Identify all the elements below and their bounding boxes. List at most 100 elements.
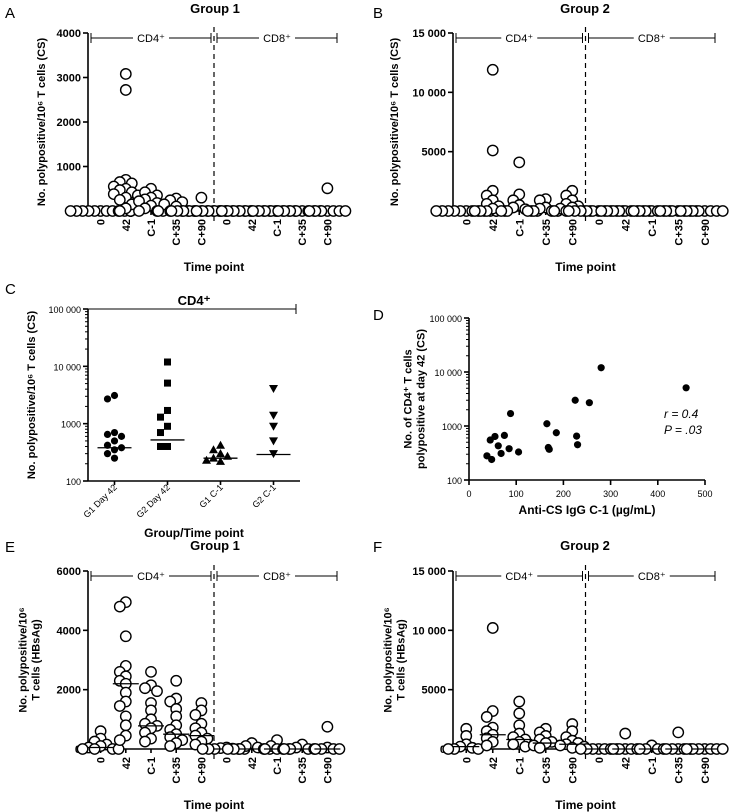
chart-title: CD4⁺ xyxy=(178,293,211,308)
data-point xyxy=(505,445,513,453)
x-tick-label-group: C+90 xyxy=(196,757,208,784)
series xyxy=(163,674,190,752)
y-axis-label-line: No. of CD4⁺ T cells xyxy=(403,349,415,448)
x-tick-label-group: 0 xyxy=(222,219,234,225)
series xyxy=(309,720,346,755)
data-point xyxy=(221,743,234,755)
data-point xyxy=(215,205,228,217)
x-tick-label: 100 xyxy=(509,489,524,499)
series xyxy=(188,697,215,751)
x-tick-label-group: 0 xyxy=(594,757,606,763)
y-axis-label: No. polypositive/10⁶ T cells (CS) xyxy=(26,311,38,480)
data-point xyxy=(110,428,119,437)
data-point xyxy=(627,205,640,217)
panel-label: E xyxy=(5,539,15,556)
data-point xyxy=(272,205,285,217)
y-axis-label-line: polypositive at day 42 (CS) xyxy=(416,329,428,469)
y-axis-label-line: No. polypositive/10⁶ T cells (CS) xyxy=(26,311,38,480)
chart-title: Group 1 xyxy=(190,1,240,16)
x-tick-label-group: G1 Day 42 xyxy=(81,482,118,519)
data-point xyxy=(113,734,126,746)
series xyxy=(303,182,352,217)
x-tick-label-group: C-1 xyxy=(272,757,284,775)
panel-label: D xyxy=(373,307,384,324)
data-point xyxy=(548,205,561,217)
data-point xyxy=(269,385,278,394)
data-point xyxy=(269,422,278,431)
x-tick-label: C+90 xyxy=(700,219,712,246)
data-point xyxy=(321,720,334,733)
x-tick-label: C+35 xyxy=(673,757,685,784)
data-point xyxy=(654,205,667,217)
x-tick-label-group: C+35 xyxy=(541,757,553,784)
x-tick-label-group: C+35 xyxy=(673,219,685,246)
data-point xyxy=(513,156,526,169)
bracket-label-bg xyxy=(133,568,169,582)
data-point xyxy=(480,739,493,752)
x-tick-label-group: 42 xyxy=(620,757,632,769)
x-tick-label: C-1 xyxy=(146,219,158,237)
bracket-label-bg xyxy=(501,30,538,44)
x-tick-label: C+35 xyxy=(673,219,685,246)
data-point xyxy=(562,205,575,217)
data-point xyxy=(486,144,499,157)
x-tick-label-group: C+35 xyxy=(171,219,183,246)
y-tick-label: 1000 xyxy=(57,162,81,174)
data-point xyxy=(430,205,443,217)
x-tick-label: 42 xyxy=(247,757,259,769)
x-tick-label-group: 42 xyxy=(121,757,133,769)
panel-a: A Group 1 0 1000 2000 3000 4000 CD4⁺ 0 42 C-1 C+35 C… xyxy=(5,1,352,274)
data-point xyxy=(506,409,515,418)
panel-c: C 100 1000 10 000 100 000 CD4⁺ G1 Day 42 G2 Day… xyxy=(5,281,300,540)
y-tick-label: 2000 xyxy=(57,685,81,697)
x-tick-label: C+35 xyxy=(541,219,553,246)
y-axis-label-line: T cells (HBsAg) xyxy=(31,619,43,701)
bracket-label-bg xyxy=(633,568,670,582)
data-point xyxy=(573,432,581,440)
x-tick-label: C-1 xyxy=(272,757,284,775)
data-point xyxy=(103,441,112,449)
group-label: CD4⁺ xyxy=(137,571,165,583)
x-tick-label: C+90 xyxy=(322,757,334,784)
y-tick-label: 4000 xyxy=(57,28,81,40)
x-tick-label: C+90 xyxy=(322,219,334,246)
y-axis-label: No. polypositive/10⁶ T cells (CS) xyxy=(389,38,401,207)
x-tick-label: 0 xyxy=(594,757,606,763)
series xyxy=(479,622,506,752)
y-tick-label: 5000 xyxy=(422,147,446,159)
x-tick-label: C+35 xyxy=(171,219,183,246)
data-point xyxy=(119,630,132,643)
data-point xyxy=(151,685,163,698)
y-axis-label: No. polypositive/10⁶ T cells (CS) xyxy=(36,38,48,207)
x-tick-label-group: C+35 xyxy=(673,757,685,784)
data-point xyxy=(500,431,508,439)
series xyxy=(138,665,164,748)
y-axis-label-line: No. polypositive/10⁶ T cells (CS) xyxy=(389,38,401,207)
panel-b: B Group 2 0 5000 10 000 15 000 CD4⁺ 0 42 C-1 C+35 C… xyxy=(373,1,729,274)
y-tick-label: 15 000 xyxy=(412,566,446,578)
data-point xyxy=(113,600,126,613)
x-tick-label: 0 xyxy=(96,757,108,763)
y-tick-label: 5000 xyxy=(422,685,446,697)
y-tick-label: 10 000 xyxy=(53,362,81,372)
data-point xyxy=(165,205,178,217)
data-point xyxy=(216,449,225,458)
x-tick-label-group: C+90 xyxy=(322,757,334,784)
data-point xyxy=(491,432,499,441)
panel-d: D 100 1000 10 000 100 000 0 100 200 300 400 500 r =… xyxy=(373,307,713,517)
x-tick-label: C-1 xyxy=(272,219,284,237)
x-tick-label: C+35 xyxy=(297,219,309,246)
x-tick-label: 0 xyxy=(222,757,234,763)
x-tick-label: C+35 xyxy=(297,757,309,784)
data-point xyxy=(672,726,685,739)
x-tick-label-group: C-1 xyxy=(514,757,526,775)
x-tick-label: 42 xyxy=(488,219,500,231)
panel-f: F Group 2 0 5000 10 000 15 000 CD4⁺ 0 42 C-1 C+35 C… xyxy=(373,538,729,812)
x-tick-label-group: G1 C-1 xyxy=(197,482,225,510)
x-tick-label: 42 xyxy=(247,219,259,231)
y-tick-label: 3000 xyxy=(57,73,81,85)
y-tick-label: 100 xyxy=(66,477,81,487)
x-tick-label-group: 0 xyxy=(222,757,234,763)
x-axis-label: Time point xyxy=(555,260,615,274)
data-point xyxy=(521,205,534,217)
